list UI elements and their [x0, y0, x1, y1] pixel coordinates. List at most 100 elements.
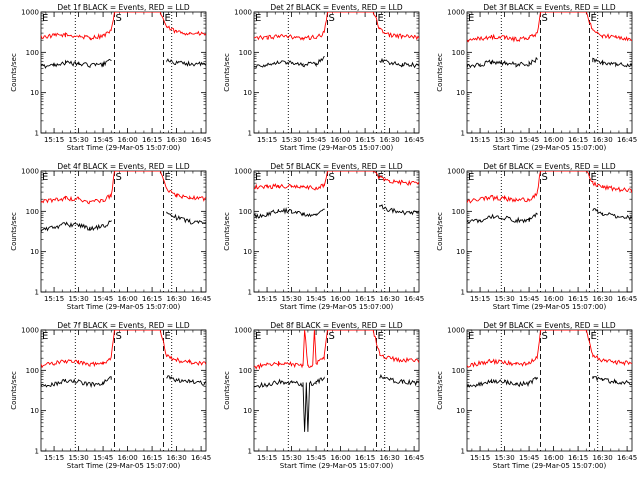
x-tick-label: 16:00 [543, 136, 563, 144]
x-tick-label: 16:00 [117, 295, 137, 303]
x-tick-label: 15:15 [257, 454, 277, 462]
marker-label: S [116, 172, 122, 183]
x-tick-label: 16:45 [404, 295, 424, 303]
x-tick-label: 15:45 [306, 454, 326, 462]
y-axis-label: Counts/sec [223, 53, 231, 92]
lld-series-line [254, 171, 419, 191]
events-series-line [41, 375, 206, 388]
y-tick-label: 100 [239, 208, 252, 216]
x-tick-label: 15:15 [470, 136, 490, 144]
x-tick-label: 15:45 [519, 136, 539, 144]
events-series-line [254, 56, 419, 69]
y-axis-label: Counts/sec [10, 212, 18, 251]
y-tick-label: 10 [456, 407, 465, 415]
x-tick-label: 16:30 [167, 136, 187, 144]
y-tick-label: 100 [452, 367, 465, 375]
detector-panel: Det 5f BLACK = Events, RED = LLD 1 10 100 10… [223, 162, 424, 311]
x-tick-label: 15:45 [93, 295, 113, 303]
x-tick-label: 15:30 [68, 454, 88, 462]
y-tick-label: 1000 [234, 327, 252, 335]
x-tick-label: 16:00 [330, 454, 350, 462]
marker-label: S [329, 13, 335, 24]
marker-label: E [591, 13, 597, 24]
x-axis-label: Start Time (29-Mar-05 15:07:00) [493, 144, 607, 152]
lld-series-line [41, 330, 206, 369]
corner-label: E [468, 13, 474, 24]
x-tick-label: 15:45 [93, 454, 113, 462]
events-series-line [41, 58, 206, 69]
y-tick-label: 10 [30, 407, 39, 415]
y-tick-label: 1000 [447, 168, 465, 176]
x-tick-label: 16:45 [191, 454, 211, 462]
x-tick-label: 15:15 [470, 295, 490, 303]
x-tick-label: 15:30 [68, 295, 88, 303]
y-tick-label: 1 [35, 289, 39, 297]
marker-label: E [591, 172, 597, 183]
x-tick-label: 16:00 [543, 454, 563, 462]
x-tick-label: 16:30 [380, 454, 400, 462]
x-tick-label: 15:30 [281, 295, 301, 303]
x-tick-label: 16:00 [117, 454, 137, 462]
y-tick-label: 1 [461, 289, 465, 297]
x-tick-label: 16:45 [404, 454, 424, 462]
x-tick-label: 16:00 [330, 136, 350, 144]
detector-panel: Det 3f BLACK = Events, RED = LLD 1 10 100 10… [436, 3, 637, 152]
marker-label: S [329, 172, 335, 183]
x-tick-label: 16:30 [593, 295, 613, 303]
y-tick-label: 10 [243, 407, 252, 415]
y-tick-label: 1 [461, 130, 465, 138]
y-tick-label: 100 [452, 49, 465, 57]
x-axis-label: Start Time (29-Mar-05 15:07:00) [493, 462, 607, 470]
x-tick-label: 16:15 [142, 454, 162, 462]
events-series-line [467, 56, 632, 69]
x-tick-label: 15:45 [306, 136, 326, 144]
y-tick-label: 100 [26, 367, 39, 375]
y-axis-label: Counts/sec [436, 212, 444, 251]
lld-series-line [467, 330, 632, 368]
detector-panel: Det 1f BLACK = Events, RED = LLD 1 10 100 10… [10, 3, 211, 152]
y-tick-label: 10 [30, 248, 39, 256]
plot-frame [253, 11, 420, 134]
x-axis-label: Start Time (29-Mar-05 15:07:00) [280, 462, 394, 470]
plot-frame [40, 329, 207, 452]
x-tick-label: 16:15 [355, 295, 375, 303]
x-tick-label: 16:30 [380, 295, 400, 303]
plot-frame [466, 170, 633, 293]
plot-frame [40, 11, 207, 134]
corner-label: E [255, 172, 261, 183]
marker-label: E [378, 172, 384, 183]
y-axis-label: Counts/sec [436, 53, 444, 92]
x-axis-label: Start Time (29-Mar-05 15:07:00) [493, 303, 607, 311]
x-tick-label: 15:45 [519, 454, 539, 462]
panel-title: Det 4f BLACK = Events, RED = LLD [57, 162, 190, 171]
marker-label: S [542, 13, 548, 24]
plot-frame [253, 329, 420, 452]
x-tick-label: 15:45 [519, 295, 539, 303]
lld-series-line [41, 12, 206, 41]
x-tick-label: 15:15 [44, 136, 64, 144]
x-tick-label: 15:45 [306, 295, 326, 303]
panel-title: Det 5f BLACK = Events, RED = LLD [270, 162, 403, 171]
x-tick-label: 15:15 [257, 295, 277, 303]
y-tick-label: 100 [239, 367, 252, 375]
events-series-line [467, 375, 632, 388]
corner-label: E [42, 172, 48, 183]
marker-label: S [542, 331, 548, 342]
y-tick-label: 1 [35, 448, 39, 456]
events-series-line [254, 204, 419, 220]
x-axis-label: Start Time (29-Mar-05 15:07:00) [280, 144, 394, 152]
panel-title: Det 6f BLACK = Events, RED = LLD [483, 162, 616, 171]
x-tick-label: 16:15 [142, 295, 162, 303]
x-tick-label: 15:15 [470, 454, 490, 462]
marker-label: E [378, 331, 384, 342]
lld-series-line [467, 171, 632, 204]
panel-title: Det 2f BLACK = Events, RED = LLD [270, 3, 403, 12]
panel-title: Det 1f BLACK = Events, RED = LLD [57, 3, 190, 12]
x-tick-label: 16:15 [568, 295, 588, 303]
y-tick-label: 100 [26, 49, 39, 57]
corner-label: E [42, 13, 48, 24]
x-axis-label: Start Time (29-Mar-05 15:07:00) [67, 144, 181, 152]
events-series-line [41, 211, 206, 233]
x-tick-label: 16:45 [404, 136, 424, 144]
